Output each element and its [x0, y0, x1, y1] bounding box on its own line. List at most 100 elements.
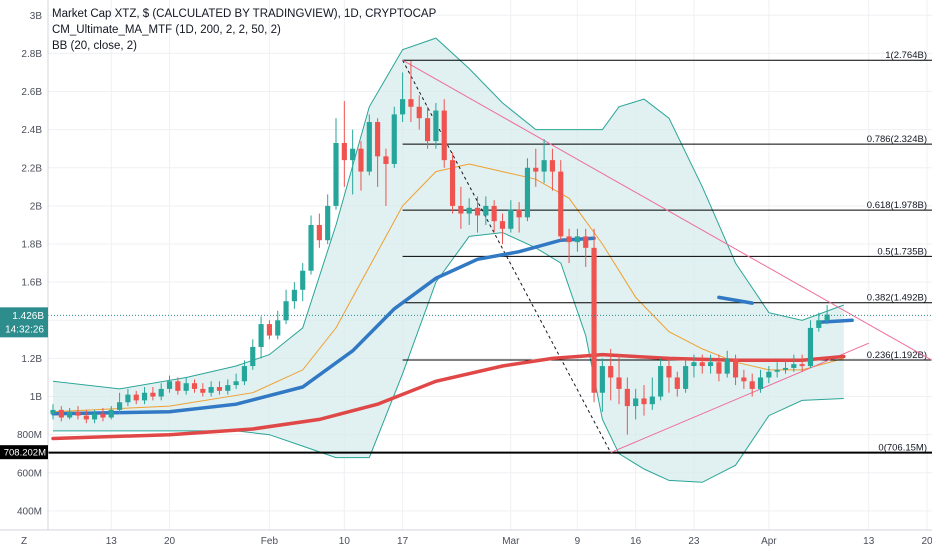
candle-body [58, 409, 64, 418]
candle-body [816, 320, 822, 328]
candle-body [150, 392, 156, 397]
candle-body [683, 366, 689, 389]
candle-body [416, 106, 422, 119]
trendline-upper [402, 59, 932, 361]
candle-body [141, 392, 148, 401]
fib-level-label: 0.786(2.324B) [867, 134, 927, 145]
candle-body [50, 409, 56, 414]
candle-body [125, 394, 131, 403]
candle-body [574, 236, 580, 243]
candle-body [766, 371, 772, 378]
y-tick-label: 3B [30, 11, 43, 22]
x-tick-label: 20 [921, 536, 932, 547]
candle-body [558, 171, 564, 237]
y-tick-label: 2.2B [21, 163, 42, 174]
x-tick-label: Feb [261, 536, 279, 547]
candle-body [774, 369, 780, 372]
ma-fast-segment [817, 318, 854, 324]
candle-body [191, 383, 198, 389]
candle-body [791, 364, 797, 368]
candle-body [183, 383, 189, 391]
x-tick-label: 9 [575, 536, 581, 547]
candle-body [516, 209, 522, 218]
candle-body [316, 224, 322, 241]
candle-body [716, 362, 722, 374]
legend-indicator-ma: CM_Ultimate_MA_MTF (1D, 200, 2, 2, 50, 2… [52, 24, 281, 36]
candle-body [608, 366, 614, 378]
candle-body [233, 381, 239, 386]
candle-body [741, 377, 747, 382]
candle-body [200, 388, 206, 393]
y-tick-label: 2B [30, 201, 43, 212]
candle-body [225, 385, 231, 391]
trendlines [402, 59, 932, 454]
candle-body [400, 99, 406, 115]
x-tick-label: 17 [397, 536, 409, 547]
candle-body [341, 142, 347, 161]
candle-body [366, 122, 372, 172]
x-tick-label: 20 [164, 536, 176, 547]
candle-body [616, 377, 622, 389]
candle-body [691, 362, 697, 367]
y-tick-label: 600M [17, 468, 42, 479]
legend-title: Market Cap XTZ, $ (CALCULATED BY TRADING… [52, 8, 437, 20]
y-tick-label: 1.2B [21, 354, 42, 365]
candle-body [666, 366, 672, 378]
low-price-value: 708.202M [4, 448, 46, 459]
candle-body [100, 413, 106, 418]
candle-body [291, 289, 297, 302]
candle-body [699, 362, 705, 367]
candle-body [749, 381, 755, 389]
candle-body [599, 366, 605, 393]
y-tick-label: 2.6B [21, 87, 42, 98]
legend-indicator-bb: BB (20, close, 2) [52, 40, 138, 52]
candle-body [724, 358, 730, 374]
candle-body [799, 364, 805, 367]
candle-body [641, 398, 647, 405]
candle-body [533, 167, 539, 172]
candle-body [275, 320, 281, 336]
candle-body [75, 411, 81, 416]
candle-body [92, 413, 98, 420]
candle-body [499, 221, 506, 229]
candle-body [308, 224, 314, 271]
candle-body [566, 236, 572, 243]
y-tick-label: 800M [17, 430, 42, 441]
x-axis-panel [0, 530, 932, 550]
candle-body [458, 205, 464, 214]
candle-body [483, 205, 489, 216]
bb-upper-band [52, 37, 844, 390]
candle-body [325, 205, 331, 241]
candle-body [824, 314, 830, 321]
ma-fast-line [51, 236, 596, 416]
fibonacci-retracement: 1(2.764B) 0.786(2.324B) 0.618(1.978B) 0.5(1… [48, 50, 932, 454]
candle-body [216, 387, 223, 391]
candle-body [674, 377, 680, 389]
last-price-value: 1.426B [12, 311, 44, 322]
candle-body [424, 118, 431, 142]
fib-level-label: 0.236(1.192B) [867, 350, 927, 361]
trendline-lower [610, 342, 869, 454]
candle-body [375, 122, 381, 157]
candle-body [732, 358, 739, 378]
x-tick-label: 23 [688, 536, 700, 547]
x-tick-label: 13 [863, 536, 875, 547]
fib-level-label: 0(706.15M) [878, 443, 927, 454]
x-tick-label: 13 [106, 536, 118, 547]
candle-body [708, 362, 714, 367]
candle-body [208, 387, 214, 393]
candle-body [333, 142, 339, 206]
timezone-label: Z [21, 536, 27, 547]
grid [48, 0, 932, 530]
candle-body [408, 99, 414, 107]
candle-body [524, 167, 531, 218]
candle-body [175, 381, 181, 391]
candle-body [807, 327, 814, 367]
fib-level-label: 0.5(1.735B) [877, 246, 927, 257]
candle-body [133, 394, 139, 401]
x-tick-label: Mar [502, 536, 520, 547]
y-tick-label: 2.8B [21, 49, 42, 60]
